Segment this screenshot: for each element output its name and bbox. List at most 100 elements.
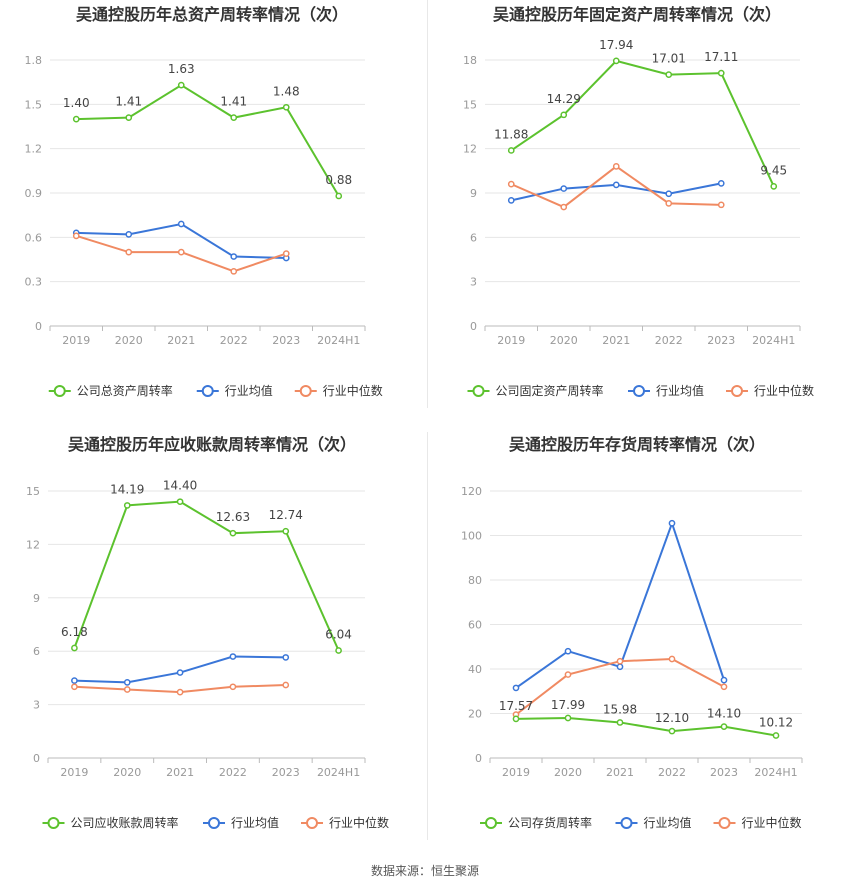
y-tick-label: 0: [35, 320, 42, 333]
data-point-median: [717, 201, 725, 209]
y-tick-label: 0: [33, 752, 40, 765]
y-tick-label: 15: [463, 98, 477, 111]
data-point-avg: [717, 180, 725, 187]
legend-item-median[interactable]: 行业中位数: [294, 383, 383, 398]
data-point-company: [229, 529, 237, 537]
data-point-median: [230, 267, 238, 275]
legend-label: 行业均值: [644, 815, 692, 830]
y-tick-label: 9: [33, 592, 40, 605]
legend-label: 行业中位数: [329, 815, 389, 830]
data-point-company: [717, 69, 725, 77]
chart-receivables-turnover: 吴通控股历年应收账款周转率情况（次） 0 3 6 9 12 15 2019 2020 2021 20…: [26, 435, 389, 830]
data-label: 10.12: [759, 715, 793, 729]
data-label: 17.99: [551, 698, 585, 712]
legend-label: 行业中位数: [323, 383, 383, 398]
data-point-median: [177, 248, 185, 256]
y-tick-label: 1.5: [25, 98, 43, 111]
legend-item-company[interactable]: 公司应收账款周转率: [42, 815, 179, 830]
series-line-company: [73, 500, 340, 651]
chart-fixed-asset-turnover: 吴通控股历年固定资产周转率情况（次） 0 3 6 9 12 15 18 2019 2020 2021…: [463, 5, 814, 398]
legend-item-company[interactable]: 公司存货周转率: [480, 815, 592, 830]
legend-item-avg[interactable]: 行业均值: [615, 815, 692, 830]
x-tick-label: 2021: [166, 766, 194, 779]
data-point-median: [564, 671, 572, 678]
y-tick-label: 0.3: [25, 276, 43, 289]
data-point-avg: [282, 654, 290, 661]
legend-item-avg[interactable]: 行业均值: [196, 383, 273, 398]
data-point-company: [560, 111, 568, 119]
data-point-avg: [564, 647, 572, 655]
legend-label: 公司应收账款周转率: [71, 815, 179, 830]
chart-title: 吴通控股历年应收账款周转率情况（次）: [68, 435, 356, 454]
y-tick-label: 20: [468, 708, 482, 721]
data-point-company: [177, 81, 185, 89]
legend-swatch-marker: [208, 817, 220, 829]
y-tick-label: 1.2: [25, 143, 43, 156]
legend-swatch-marker: [201, 385, 214, 397]
legend-item-avg[interactable]: 行业均值: [203, 815, 279, 830]
data-point-avg: [665, 190, 673, 198]
data-source-note: 数据来源：恒生聚源: [370, 864, 479, 878]
data-label: 14.29: [547, 92, 581, 106]
legend-swatch-marker: [306, 817, 318, 829]
y-tick-label: 0: [475, 752, 482, 765]
x-tick-label: 2024H1: [752, 334, 795, 347]
x-tick-label: 2022: [658, 766, 686, 779]
data-point-median: [282, 250, 290, 257]
data-point-median: [72, 232, 80, 240]
chart-panel-receivables-turnover: 吴通控股历年应收账款周转率情况（次） 0 3 6 9 12 15 2019 2020 2021 20…: [0, 430, 425, 860]
data-point-company: [282, 527, 290, 535]
data-label: 1.41: [220, 95, 247, 109]
data-label: 14.19: [110, 482, 144, 496]
data-point-avg: [229, 653, 237, 660]
legend-item-company[interactable]: 公司固定资产周转率: [467, 383, 604, 398]
data-label: 17.57: [499, 699, 533, 713]
chart-title: 吴通控股历年存货周转率情况（次）: [509, 435, 765, 454]
data-point-avg: [616, 663, 624, 671]
data-point-company: [335, 647, 342, 654]
legend-label: 行业中位数: [742, 815, 802, 830]
legend-item-median[interactable]: 行业中位数: [726, 383, 814, 398]
data-point-avg: [507, 197, 515, 204]
x-tick-label: 2023: [272, 766, 300, 779]
data-label: 17.11: [704, 50, 738, 64]
data-label: 14.40: [163, 479, 197, 493]
y-tick-label: 0: [470, 320, 477, 333]
data-point-avg: [560, 185, 568, 192]
y-tick-label: 3: [33, 699, 40, 712]
chart-title: 吴通控股历年固定资产周转率情况（次）: [493, 5, 781, 24]
x-tick-label: 2022: [655, 334, 683, 347]
legend-swatch-marker: [731, 385, 743, 397]
data-point-avg: [512, 684, 520, 692]
data-point-median: [616, 657, 624, 665]
data-label: 1.48: [273, 84, 300, 98]
data-label: 1.40: [63, 96, 90, 110]
data-point-avg: [176, 669, 184, 676]
data-point-company: [665, 71, 673, 78]
y-tick-label: 6: [33, 645, 40, 658]
data-point-company: [282, 103, 290, 111]
x-tick-label: 2020: [554, 766, 582, 779]
legend-item-avg[interactable]: 行业均值: [628, 383, 704, 398]
legend-item-company[interactable]: 公司总资产周转率: [48, 383, 173, 398]
data-point-company: [616, 719, 624, 726]
data-label: 1.41: [115, 95, 142, 109]
data-point-avg: [123, 679, 131, 686]
legend-swatch-marker: [633, 385, 645, 397]
x-tick-label: 2021: [602, 334, 630, 347]
chart-title: 吴通控股历年总资产周转率情况（次）: [76, 5, 348, 24]
data-point-median: [668, 655, 676, 663]
data-label: 15.98: [603, 702, 637, 716]
y-tick-label: 0.6: [25, 231, 43, 244]
data-point-avg: [125, 231, 133, 238]
legend-swatch-marker: [485, 817, 497, 829]
series-line-company: [76, 83, 340, 197]
chart-total-asset-turnover: 吴通控股历年总资产周转率情况（次） 0 0.3 0.6 0.9 1.2 1.5 1.8 2019…: [25, 5, 383, 398]
data-point-company: [770, 183, 778, 190]
data-point-company: [772, 732, 780, 739]
legend-item-median[interactable]: 行业中位数: [301, 815, 389, 830]
vertical-divider-lower: [427, 432, 428, 840]
y-tick-label: 3: [470, 276, 477, 289]
legend-item-median[interactable]: 行业中位数: [713, 815, 802, 830]
data-label: 14.10: [707, 707, 741, 721]
